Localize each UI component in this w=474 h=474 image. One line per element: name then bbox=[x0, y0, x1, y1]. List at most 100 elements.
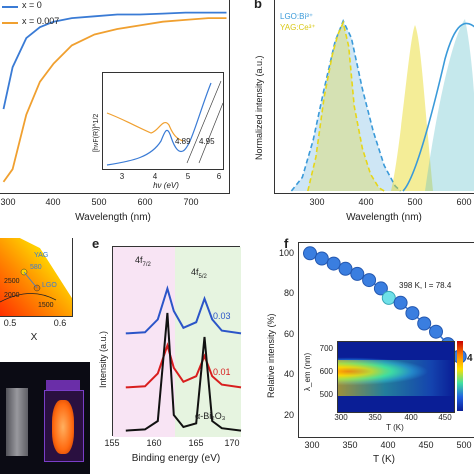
emission-area-yag bbox=[391, 25, 433, 191]
inset-curve-blue bbox=[106, 82, 212, 166]
peak1-sub: 7/2 bbox=[142, 261, 151, 268]
ytick: 80 bbox=[283, 288, 294, 298]
legend-line-blue bbox=[2, 6, 18, 8]
legend-lgo: LGO:Bi³⁺ bbox=[280, 12, 314, 21]
cie-yag: YAG bbox=[34, 252, 49, 259]
vial-left bbox=[6, 388, 28, 456]
panel-e-chart bbox=[113, 247, 242, 437]
inset-fit-line bbox=[198, 102, 224, 164]
vial-right-cap bbox=[46, 380, 80, 392]
peak2-main: 4f bbox=[191, 267, 199, 277]
xtick: 155 bbox=[104, 438, 120, 448]
legend-line-orange bbox=[2, 22, 18, 24]
peak-label-4f72: 4f7/2 bbox=[135, 255, 151, 268]
series-area-b-1 bbox=[307, 22, 385, 192]
xtick: 300 bbox=[0, 197, 16, 207]
data-point bbox=[350, 266, 365, 281]
inset-xtick: 300 bbox=[334, 413, 348, 422]
data-point bbox=[381, 290, 396, 305]
data-point bbox=[338, 261, 353, 276]
inset-ytick: 600 bbox=[319, 367, 333, 376]
inset-xlabel: hν (eV) bbox=[153, 181, 179, 190]
series-line-b-0 bbox=[290, 19, 402, 192]
inset-ylabel: λ_em (nm) bbox=[303, 352, 312, 391]
panel-f-xlabel: T (K) bbox=[372, 454, 396, 465]
legend-label-x0: x = 0 bbox=[22, 0, 42, 10]
panel-a: x = 0 x = 0.007 4.89 4.95 [hνF(R)]^1/2 3… bbox=[0, 0, 234, 232]
ytick: 100 bbox=[278, 248, 294, 258]
xtick: 700 bbox=[183, 197, 199, 207]
panel-f-chart bbox=[303, 246, 467, 364]
orange-glow bbox=[52, 400, 74, 454]
inset-ytick: 700 bbox=[319, 344, 333, 353]
xtick: 600 bbox=[137, 197, 153, 207]
series-line-a-0 bbox=[2, 11, 227, 110]
ytick: 60 bbox=[283, 329, 294, 339]
xtick: 165 bbox=[188, 438, 204, 448]
xps-series-0 bbox=[125, 285, 242, 335]
xtick: 350 bbox=[342, 440, 358, 450]
xtick: 450 bbox=[418, 440, 434, 450]
panel-f: f Relative intensity (%) 398 K, I = 78.4… bbox=[242, 236, 474, 474]
data-point bbox=[303, 246, 317, 261]
series-area-b-0 bbox=[291, 21, 401, 191]
sample-photo bbox=[0, 362, 90, 474]
cie-xtick: 0.6 bbox=[53, 318, 67, 328]
inset-annot-495: 4.95 bbox=[199, 137, 215, 146]
xps-series-2 bbox=[125, 312, 242, 432]
panel-f-plot: 398 K, I = 78.4 4 700 600 500 λ_em (nm) … bbox=[298, 242, 474, 438]
ytick: 20 bbox=[283, 410, 294, 420]
emission-area-lgo bbox=[425, 19, 474, 191]
inset-colorbar bbox=[457, 341, 463, 411]
panel-e: e Intensity (a.u.) 4f7/2 4f5/2 0.03 0.01… bbox=[92, 236, 242, 474]
xtick: 500 bbox=[407, 197, 423, 207]
inset-xlabel: T (K) bbox=[386, 423, 404, 432]
series-label-bi2o3: α-Bi₂O₃ bbox=[195, 411, 226, 421]
cie-580: 580 bbox=[30, 264, 42, 271]
inset-xtick: 6 bbox=[216, 172, 222, 181]
inset-chart bbox=[106, 80, 224, 166]
panel-e-letter: e bbox=[92, 236, 100, 251]
panel-f-ylabel: Relative intensity (%) bbox=[266, 313, 276, 398]
xtick: 500 bbox=[456, 440, 472, 450]
xtick: 170 bbox=[224, 438, 240, 448]
inset-ytick: 500 bbox=[319, 390, 333, 399]
series-line-a-1 bbox=[2, 17, 227, 183]
panel-b-chart bbox=[290, 19, 474, 192]
xtick: 400 bbox=[358, 197, 374, 207]
panel-e-xlabel: Binding energy (eV) bbox=[131, 453, 221, 464]
data-point bbox=[326, 256, 341, 271]
panel-b-plot bbox=[274, 0, 474, 194]
panel-f-letter: f bbox=[284, 236, 289, 251]
panel-b-letter: b bbox=[254, 0, 262, 11]
data-point bbox=[405, 306, 420, 321]
legend-label-x007: x = 0.007 bbox=[22, 16, 60, 26]
peak1-main: 4f bbox=[135, 255, 143, 265]
annotation-398k: 398 K, I = 78.4 bbox=[399, 281, 452, 290]
data-point bbox=[393, 295, 408, 310]
xtick: 300 bbox=[309, 197, 325, 207]
panel-e-plot: 4f7/2 4f5/2 0.03 0.01 α-Bi₂O₃ bbox=[112, 246, 242, 437]
inset-fit-line bbox=[186, 80, 222, 164]
inset-annot-489: 4.89 bbox=[175, 137, 191, 146]
series-label-001: 0.01 bbox=[213, 367, 231, 377]
inset-xtick: 5 bbox=[185, 172, 191, 181]
panel-b-xlabel: Wavelength (nm) bbox=[346, 212, 422, 223]
xtick: 600 bbox=[456, 197, 472, 207]
inset-ylabel: [hνF(R)]^1/2 bbox=[93, 113, 100, 152]
ytick: 40 bbox=[283, 369, 294, 379]
cie-xtick: 0.5 bbox=[3, 318, 17, 328]
panel-a-xlabel: Wavelength (nm) bbox=[75, 212, 151, 223]
peak-label-4f52: 4f5/2 bbox=[191, 267, 207, 280]
panel-a-inset: 4.89 4.95 bbox=[102, 72, 224, 170]
cie-xlabel: X bbox=[30, 332, 38, 343]
xtick: 160 bbox=[146, 438, 162, 448]
xtick: 300 bbox=[304, 440, 320, 450]
inset-xtick: 3 bbox=[119, 172, 125, 181]
inset-curve-orange bbox=[106, 112, 184, 142]
data-point bbox=[373, 281, 388, 296]
panel-e-ylabel: Intensity (a.u.) bbox=[98, 330, 108, 388]
xtick: 400 bbox=[380, 440, 396, 450]
cie-lgo: LGO bbox=[42, 282, 57, 289]
data-point bbox=[417, 316, 432, 331]
